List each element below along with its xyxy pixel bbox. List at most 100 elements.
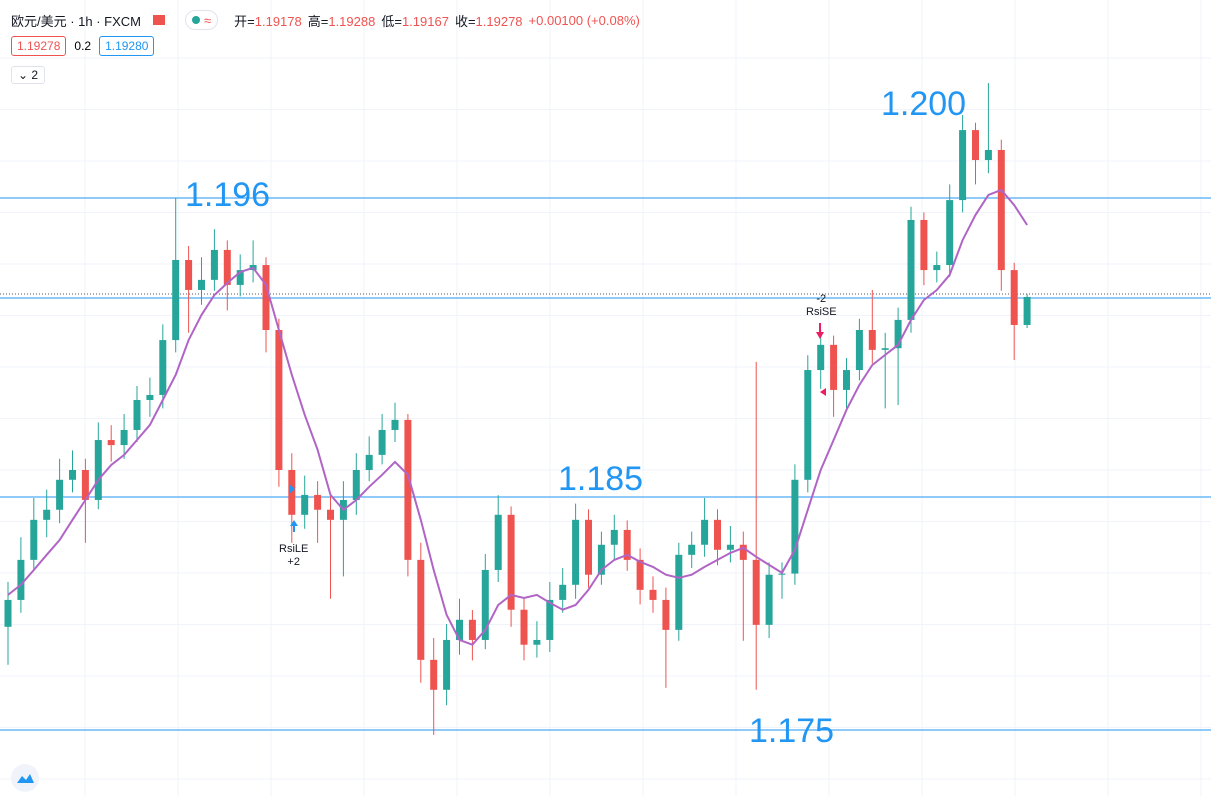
candle-body xyxy=(585,519,592,575)
candle-body xyxy=(43,509,51,520)
signal-arrow xyxy=(816,332,824,339)
signal-label: RsiLE +2 xyxy=(279,543,308,569)
quote-row: 1.19278 0.2 1.19280 xyxy=(11,36,155,56)
candle-body xyxy=(223,249,231,285)
candle-body xyxy=(133,400,141,430)
candle-body xyxy=(933,265,941,271)
candle-body xyxy=(30,519,38,560)
candle-body xyxy=(662,599,670,630)
candle-body xyxy=(546,599,554,640)
candle-body xyxy=(997,149,1005,271)
candle-body xyxy=(4,599,12,627)
candle-body xyxy=(688,544,696,555)
candle-body xyxy=(69,470,76,480)
candle-body xyxy=(236,270,244,285)
status-dot xyxy=(192,16,201,24)
signal-arrow xyxy=(289,484,295,494)
flag-icon xyxy=(153,15,166,25)
signal-arrow xyxy=(820,388,826,396)
candle-body xyxy=(972,130,979,161)
candle-body xyxy=(791,479,799,574)
candle-body xyxy=(855,330,863,371)
candle-body xyxy=(430,659,438,690)
value: 1.19288 xyxy=(328,13,376,29)
candle-body xyxy=(94,440,102,500)
candle-body xyxy=(714,519,721,550)
candle-body xyxy=(172,260,180,341)
candle-body xyxy=(481,569,489,640)
candle-body xyxy=(262,265,270,330)
signal-qty: -2 xyxy=(816,293,827,305)
ask[interactable]: 1.19280 xyxy=(99,36,155,56)
candle-body xyxy=(843,370,850,390)
level-label: 1.175 xyxy=(749,712,835,750)
candle-body xyxy=(752,559,760,625)
level-label: 1.185 xyxy=(558,460,644,498)
label: 低= xyxy=(381,13,402,29)
logo-icon xyxy=(17,774,34,783)
candle-body xyxy=(778,573,786,575)
level-label: 1.200 xyxy=(881,85,967,123)
level-label: 1.196 xyxy=(185,176,271,214)
value: 1.19278 xyxy=(475,13,523,29)
label: 开= xyxy=(234,13,255,29)
ohlc-high: 高=1.19288 xyxy=(308,11,376,30)
candle-body xyxy=(107,440,115,446)
candle-body xyxy=(765,574,773,625)
candle-body xyxy=(597,544,605,575)
candle-body xyxy=(636,559,644,590)
spread: 0.2 xyxy=(74,39,92,53)
signal-qty: +2 xyxy=(287,556,300,568)
candle-body xyxy=(623,529,631,560)
candle-body xyxy=(907,219,915,320)
candle-body xyxy=(17,559,25,600)
candle-body xyxy=(881,348,889,350)
candle-body xyxy=(959,130,967,201)
candle-body xyxy=(572,519,580,585)
ohlc-open: 开=1.19178 xyxy=(234,11,302,30)
candle-body xyxy=(365,454,373,470)
label: 高= xyxy=(307,13,329,29)
logo[interactable] xyxy=(11,764,39,792)
candle-body xyxy=(185,260,193,290)
candle-body xyxy=(56,479,64,510)
ohlc-close: 收=1.19278 xyxy=(455,11,523,30)
header: 欧元/美元 · 1h · FXCM ≈ 开=1.19178 高=1.19288 … xyxy=(11,10,640,30)
candle-body xyxy=(275,330,283,470)
indicator-count: 2 xyxy=(31,68,39,82)
signal-label: -2 RsiSE xyxy=(806,293,837,319)
indicator-toggle[interactable]: ⌄ 2 xyxy=(11,66,46,84)
signal-arrow xyxy=(290,520,298,526)
candle-body xyxy=(210,249,218,280)
candle-body xyxy=(1023,296,1031,325)
candle-body xyxy=(120,429,128,446)
candle-body xyxy=(520,609,528,645)
candle-body xyxy=(984,149,992,161)
candle-body xyxy=(675,554,683,630)
signal-name: RsiSE xyxy=(806,306,837,318)
candle-body xyxy=(288,470,296,515)
ohlc-low: 低=1.19167 xyxy=(381,11,449,30)
candle-body xyxy=(507,514,515,610)
value: 1.19178 xyxy=(254,13,302,29)
change: +0.00100 (+0.08%) xyxy=(528,12,640,28)
candle-body xyxy=(533,639,541,645)
candles xyxy=(4,83,1031,735)
candle-body xyxy=(559,584,567,600)
bid[interactable]: 1.19278 xyxy=(11,36,67,56)
candle-body xyxy=(352,470,360,500)
candle-body xyxy=(868,330,876,350)
candle-body xyxy=(314,494,322,510)
status-pill[interactable]: ≈ xyxy=(185,10,219,30)
moving-average xyxy=(7,188,1028,646)
candle-body xyxy=(443,639,451,690)
candle-body xyxy=(894,319,902,349)
candle-body xyxy=(804,370,812,480)
candle-body xyxy=(739,544,747,560)
candle-body xyxy=(456,619,463,640)
candle-body xyxy=(1010,270,1018,325)
candle-body xyxy=(468,619,476,640)
candle-body xyxy=(301,494,309,515)
